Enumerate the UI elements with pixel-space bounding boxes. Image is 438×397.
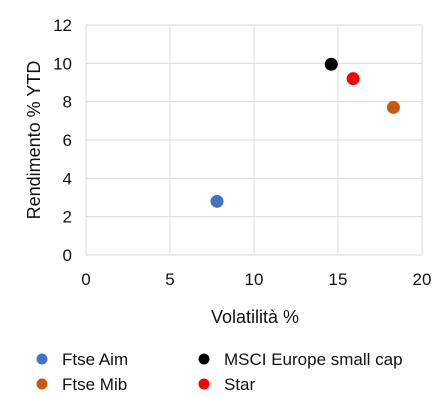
legend-label: Ftse Mib [62,375,127,394]
legend-marker [198,378,210,390]
x-tick-label: 5 [165,270,174,289]
x-tick-label: 0 [81,270,90,289]
data-points [210,57,400,208]
legend-label: Ftse Aim [62,350,128,369]
y-tick-label: 10 [53,54,72,73]
data-point [210,194,224,208]
legend-marker [36,378,48,390]
legend: Ftse Aim Ftse Mib MSCI Europe small cap Sta… [36,350,403,394]
y-axis-label: Rendimento % YTD [24,61,44,220]
y-tick-label: 0 [63,246,72,265]
y-tick-label: 6 [63,131,72,150]
legend-label: MSCI Europe small cap [224,350,403,369]
x-tick-label: 15 [329,270,348,289]
legend-marker [198,353,210,365]
tick-labels: 0 2 4 6 8 10 12 0 5 10 15 20 [53,16,431,289]
y-tick-label: 2 [63,208,72,227]
data-point [386,100,400,114]
x-tick-label: 20 [413,270,432,289]
y-tick-label: 12 [53,16,72,35]
x-tick-label: 10 [245,270,264,289]
x-axis-label: Volatilità % [211,307,299,327]
y-tick-label: 8 [63,93,72,112]
legend-label: Star [224,375,256,394]
data-point [324,57,338,71]
y-tick-label: 4 [63,169,72,188]
legend-marker [36,353,48,365]
grid-lines [85,24,423,256]
data-point [346,72,360,86]
